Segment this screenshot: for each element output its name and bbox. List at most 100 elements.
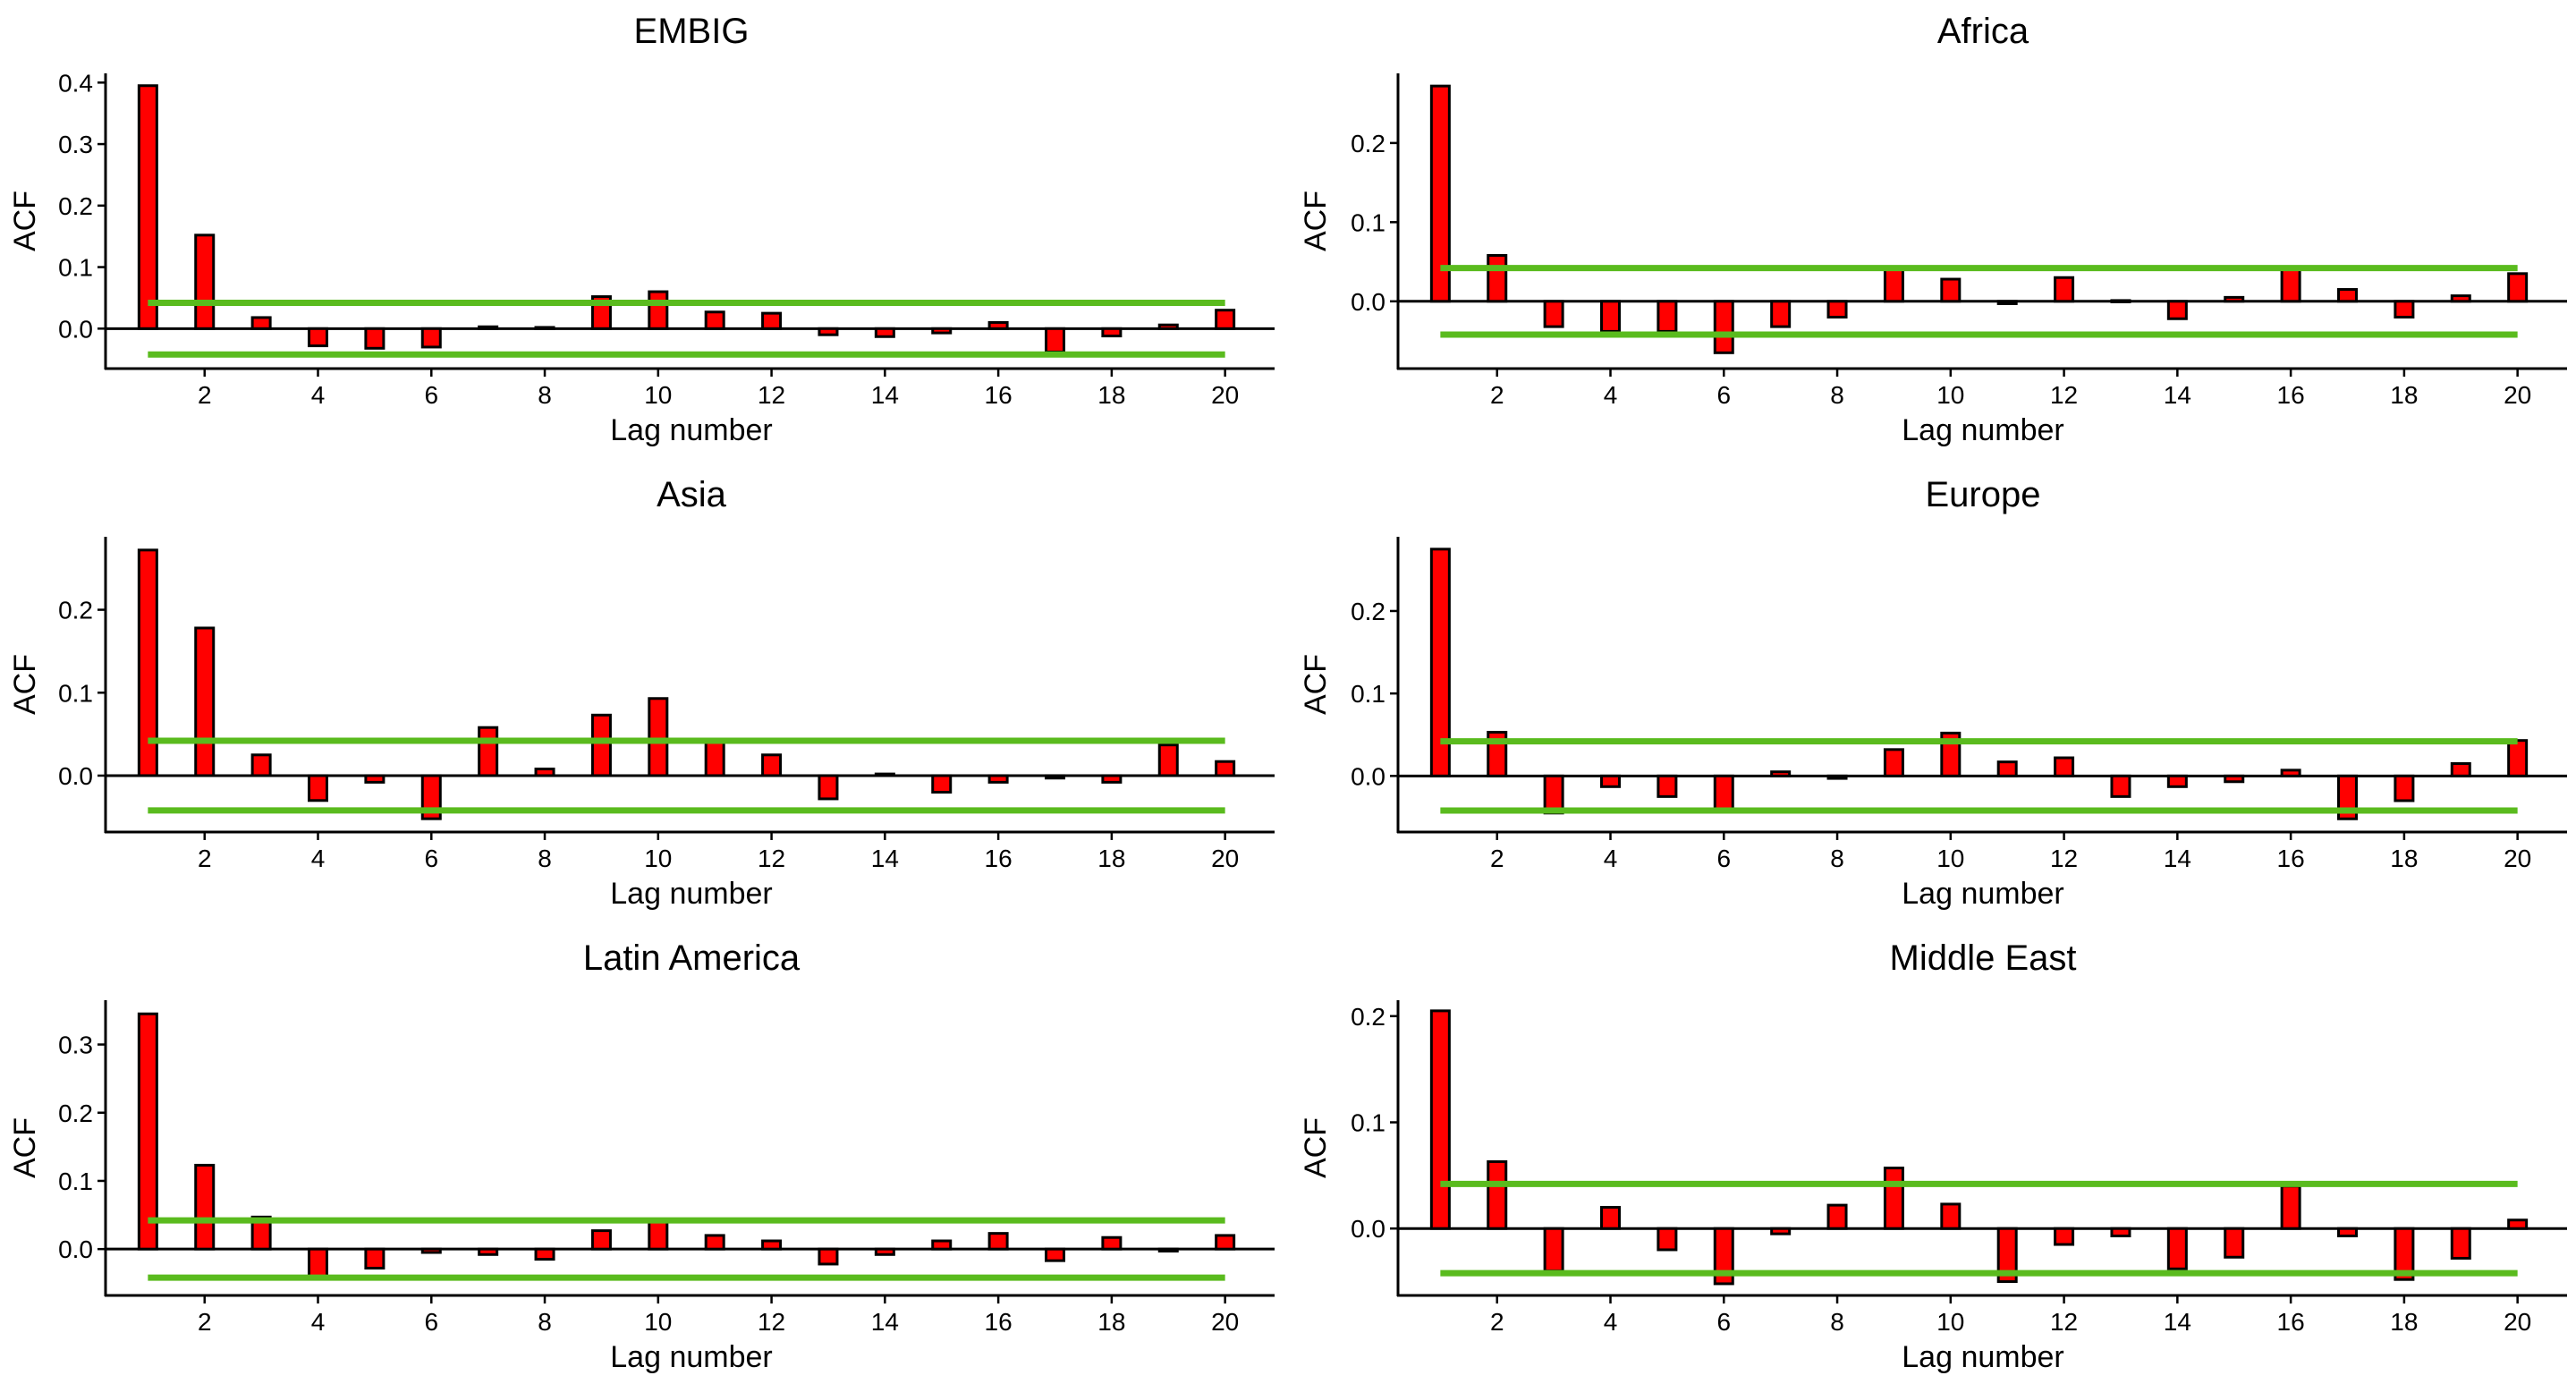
acf-bar-lag-12	[2054, 756, 2075, 777]
acf-bar-lag-5	[1657, 774, 1678, 798]
y-tick-label: 0.2	[1351, 598, 1385, 625]
x-axis-label: Lag number	[610, 413, 772, 447]
acf-bar-lag-13	[818, 774, 839, 801]
acf-bar-lag-14	[874, 327, 895, 338]
x-tick-label: 14	[871, 381, 899, 409]
x-axis-label: Lag number	[610, 1340, 772, 1374]
x-axis-label: Lag number	[1902, 1340, 2063, 1374]
x-tick-label: 8	[538, 845, 552, 872]
acf-bar-lag-12	[761, 1239, 783, 1251]
x-tick-label: 14	[2164, 845, 2191, 872]
acf-bar-lag-5	[1657, 1227, 1678, 1252]
acf-bar-lag-2	[1487, 253, 1508, 303]
acf-bar-lag-15	[2224, 295, 2245, 303]
acf-bar-lag-3	[250, 1215, 272, 1251]
x-tick-label: 8	[1830, 845, 1844, 872]
acf-bar-lag-14	[2166, 774, 2188, 788]
x-tick-label: 18	[1097, 1308, 1125, 1336]
acf-bar-lag-8	[1826, 300, 1848, 318]
acf-bar-lag-3	[1543, 1227, 1564, 1273]
acf-bar-lag-11	[704, 310, 725, 330]
x-tick-label: 4	[311, 845, 326, 872]
y-axis-label: ACF	[8, 191, 42, 251]
x-tick-label: 14	[871, 845, 899, 872]
x-tick-label: 8	[1830, 1308, 1844, 1336]
x-tick-label: 20	[1211, 845, 1239, 872]
y-tick-label: 0.0	[58, 762, 93, 790]
acf-bar-lag-16	[2280, 267, 2301, 303]
x-tick-label: 4	[1604, 1308, 1618, 1336]
acf-bar-lag-12	[761, 311, 783, 330]
acf-bar-lag-13	[2110, 1227, 2131, 1238]
acf-bar-lag-16	[2280, 768, 2301, 777]
acf-bar-lag-19	[1157, 323, 1179, 330]
acf-bar-lag-14	[2166, 300, 2188, 320]
y-tick-label: 0.2	[1351, 130, 1385, 157]
x-tick-label: 12	[2050, 381, 2078, 409]
acf-bar-lag-18	[1101, 774, 1123, 784]
acf-bar-lag-12	[761, 753, 783, 777]
y-tick-label: 0.2	[58, 192, 93, 220]
acf-bar-lag-15	[2224, 1227, 2245, 1259]
acf-bar-lag-8	[534, 1247, 555, 1261]
x-tick-label: 2	[198, 381, 212, 409]
panel-title: EMBIG	[634, 12, 750, 51]
panel-latin-america: Latin America 0.0 0.1 0.2 0.3 2 4 6 8 10 12 14 16 18 2…	[8, 938, 1275, 1374]
acf-bar-lag-18	[2394, 774, 2415, 802]
acf-bar-lag-7	[478, 1247, 499, 1256]
acf-bar-lag-1	[137, 84, 158, 330]
acf-bar-lag-11	[1996, 300, 2018, 305]
x-tick-label: 20	[2504, 1308, 2531, 1336]
acf-bar-lag-6	[1713, 300, 1734, 354]
x-tick-label: 6	[424, 845, 438, 872]
acf-bar-lag-18	[2394, 1227, 2415, 1281]
acf-bar-lag-8	[534, 768, 555, 777]
acf-bar-lag-16	[987, 1232, 1009, 1251]
acf-bar-lag-8	[534, 326, 555, 330]
acf-bar-lag-9	[1883, 748, 1904, 777]
acf-bar-lag-11	[704, 738, 725, 777]
acf-bar-lag-10	[648, 1218, 669, 1251]
acf-bar-lag-15	[931, 1239, 953, 1251]
x-tick-label: 10	[644, 845, 672, 872]
x-tick-label: 20	[1211, 1308, 1239, 1336]
acf-bar-lag-12	[2054, 276, 2075, 303]
x-tick-label: 6	[424, 1308, 438, 1336]
acf-bar-lag-1	[1429, 84, 1451, 303]
acf-bar-lag-10	[1940, 1202, 1962, 1230]
x-tick-label: 16	[985, 381, 1013, 409]
y-axis-label: ACF	[1299, 1117, 1333, 1178]
y-axis-label: ACF	[1299, 654, 1333, 715]
y-tick-label: 0.0	[58, 1235, 93, 1263]
x-tick-label: 14	[2164, 381, 2191, 409]
x-tick-label: 4	[311, 381, 326, 409]
acf-bar-lag-20	[1215, 1234, 1236, 1251]
acf-bar-lag-1	[137, 548, 158, 777]
y-tick-label: 0.3	[58, 1032, 93, 1059]
x-tick-label: 20	[1211, 381, 1239, 409]
acf-bar-lag-5	[1657, 300, 1678, 333]
y-tick-label: 0.1	[58, 1167, 93, 1195]
acf-bar-lag-7	[478, 325, 499, 330]
y-tick-label: 0.1	[58, 679, 93, 707]
acf-bar-lag-19	[2450, 761, 2471, 777]
acf-bar-lag-11	[704, 1234, 725, 1251]
x-tick-label: 18	[1097, 845, 1125, 872]
acf-bar-lag-11	[1996, 760, 2018, 777]
x-tick-label: 16	[2277, 381, 2305, 409]
y-tick-label: 0.0	[1351, 762, 1385, 790]
acf-bar-lag-17	[2336, 288, 2358, 303]
acf-bar-lag-20	[1215, 760, 1236, 777]
acf-bar-lag-11	[1996, 1227, 2018, 1284]
acf-bar-lag-15	[931, 327, 953, 335]
acf-bar-lag-13	[818, 327, 839, 336]
acf-bar-lag-4	[308, 327, 329, 348]
acf-bar-lag-17	[1044, 774, 1065, 780]
y-tick-label: 0.1	[1351, 680, 1385, 708]
acf-bar-lag-7	[1770, 1227, 1792, 1235]
acf-bar-lag-4	[1600, 774, 1622, 788]
y-tick-label: 0.2	[1351, 1003, 1385, 1031]
acf-bar-lag-9	[590, 1229, 612, 1251]
y-tick-label: 0.1	[1351, 208, 1385, 236]
